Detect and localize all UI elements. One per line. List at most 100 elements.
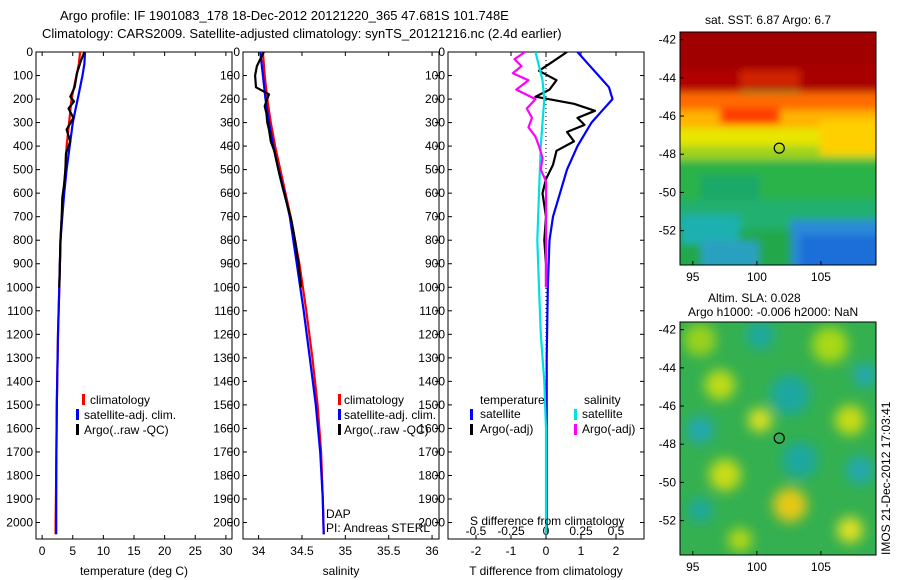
y-tick-label: 800 (13, 233, 33, 247)
y-tick-label: 600 (13, 186, 33, 200)
map-x-tick-label: 95 (686, 270, 700, 284)
y-tick-label: 900 (13, 257, 33, 271)
dap-label: DAP (326, 507, 351, 521)
map-y-tick-label: -52 (659, 514, 677, 528)
y-tick-label: 1500 (213, 398, 240, 412)
y-tick-label: 1600 (418, 421, 445, 435)
y-tick-label: 1200 (6, 327, 33, 341)
difference-legend: temperature salinity satellite Argo(-adj… (470, 393, 635, 528)
legend-swatch-temp-argo (470, 424, 473, 435)
title-line-2: Climatology: CARS2009. Satellite-adjuste… (42, 26, 562, 41)
legend-swatch-argo (338, 424, 341, 435)
legend-label-argo: Argo(..raw -QC) (84, 423, 169, 437)
y-tick-label: 1200 (418, 327, 445, 341)
legend-title-salinity: salinity (584, 393, 621, 407)
y-tick-label: 1100 (419, 304, 445, 318)
legend-label-satellite: satellite-adj. clim. (84, 408, 176, 422)
y-tick-label: 1800 (213, 468, 240, 482)
map-y-tick-label: -48 (659, 147, 677, 161)
y-tick-label: 1400 (6, 374, 33, 388)
sst-map-title: sat. SST: 6.87 Argo: 6.7 (705, 13, 831, 27)
y-tick-label: 600 (220, 186, 240, 200)
x-tick-label: 5 (69, 544, 76, 558)
map-y-tick-label: -44 (659, 361, 677, 375)
top-x-tick-label: 0.25 (569, 524, 593, 538)
y-tick-label: 200 (220, 92, 240, 106)
y-tick-label: 600 (425, 186, 445, 200)
x-tick-label: 30 (219, 544, 233, 558)
legend-label-temp-satellite: satellite (480, 407, 521, 421)
y-tick-label: 100 (220, 69, 240, 83)
legend-title-temperature: temperature (480, 393, 545, 407)
y-tick-label: 0 (26, 45, 33, 59)
legend-label-climatology: climatology (90, 393, 150, 407)
sst-map-frame (679, 31, 877, 266)
y-tick-label: 400 (220, 139, 240, 153)
legend-swatch-temp-satellite (470, 409, 473, 420)
temperature-legend: climatology satellite-adj. clim. Argo(..… (76, 393, 176, 437)
series-line (511, 52, 548, 288)
y-tick-label: 1000 (418, 280, 445, 294)
y-tick-label: 300 (220, 116, 240, 130)
y-tick-label: 500 (425, 163, 445, 177)
y-tick-label: 1500 (6, 398, 33, 412)
y-tick-label: 1300 (6, 351, 33, 365)
y-tick-label: 2000 (6, 516, 33, 530)
argo-location-marker (773, 142, 785, 154)
title-line-1: Argo profile: IF 1901083_178 18-Dec-2012… (60, 8, 509, 23)
y-tick-label: 200 (425, 92, 445, 106)
map-x-tick-label: 95 (686, 560, 700, 574)
y-tick-label: 700 (220, 210, 240, 224)
legend-label-temp-argo: Argo(-adj) (480, 422, 533, 436)
x-tick-label: 34.5 (290, 544, 314, 558)
map-x-tick-label: 100 (747, 270, 767, 284)
y-tick-label: 1400 (418, 374, 445, 388)
top-axis-label: S difference from climatology (470, 514, 625, 528)
x-tick-label: -1 (506, 544, 517, 558)
argo-location-marker (773, 432, 785, 444)
temperature-panel-frame (35, 51, 233, 540)
y-tick-label: 1000 (213, 280, 240, 294)
pi-label: PI: Andreas STERL (326, 521, 430, 535)
y-tick-label: 1100 (214, 304, 240, 318)
map-y-tick-label: -46 (659, 109, 677, 123)
y-tick-label: 1900 (213, 492, 240, 506)
x-tick-label: 15 (127, 544, 141, 558)
sla-map-axes: -42 -44 -46 -48 -50 -52 95 100 105 (659, 323, 832, 574)
y-tick-label: 200 (13, 92, 33, 106)
x-tick-label: 35 (339, 544, 353, 558)
map-x-tick-label: 105 (811, 560, 831, 574)
map-y-tick-label: -44 (659, 71, 677, 85)
y-tick-label: 1900 (418, 492, 445, 506)
x-tick-label: 36 (425, 544, 439, 558)
y-tick-label: 1100 (7, 304, 33, 318)
legend-label-climatology: climatology (344, 393, 404, 407)
sla-map-title-2: Argo h1000: -0.006 h2000: NaN (688, 305, 858, 319)
x-tick-label: 0 (39, 544, 46, 558)
x-tick-label: 20 (158, 544, 172, 558)
y-tick-label: 0 (438, 45, 445, 59)
y-tick-label: 900 (220, 257, 240, 271)
y-tick-label: 1800 (418, 468, 445, 482)
y-tick-label: 1900 (6, 492, 33, 506)
top-x-tick-label: -0.25 (497, 524, 525, 538)
y-tick-label: 1700 (213, 445, 240, 459)
y-tick-label: 2000 (418, 516, 445, 530)
legend-swatch-climatology (82, 394, 85, 405)
salinity-legend: climatology satellite-adj. clim. Argo(..… (326, 393, 436, 535)
sst-map-axes: -42 -44 -46 -48 -50 -52 95 100 105 (659, 33, 832, 284)
y-tick-label: 0 (233, 45, 240, 59)
map-y-tick-label: -50 (659, 475, 677, 489)
legend-swatch-climatology (338, 394, 341, 405)
salinity-panel-frame (242, 51, 440, 540)
y-tick-label: 400 (425, 139, 445, 153)
x-tick-label: 1 (578, 544, 585, 558)
y-tick-label: 1800 (6, 468, 33, 482)
x-tick-label: 34 (252, 544, 266, 558)
legend-label-sal-satellite: satellite (582, 407, 623, 421)
legend-swatch-sal-satellite (574, 409, 577, 420)
y-tick-label: 300 (425, 116, 445, 130)
top-x-tick-label: -0.5 (466, 524, 487, 538)
x-tick-label: 10 (97, 544, 111, 558)
x-axis-label: temperature (deg C) (80, 564, 188, 578)
